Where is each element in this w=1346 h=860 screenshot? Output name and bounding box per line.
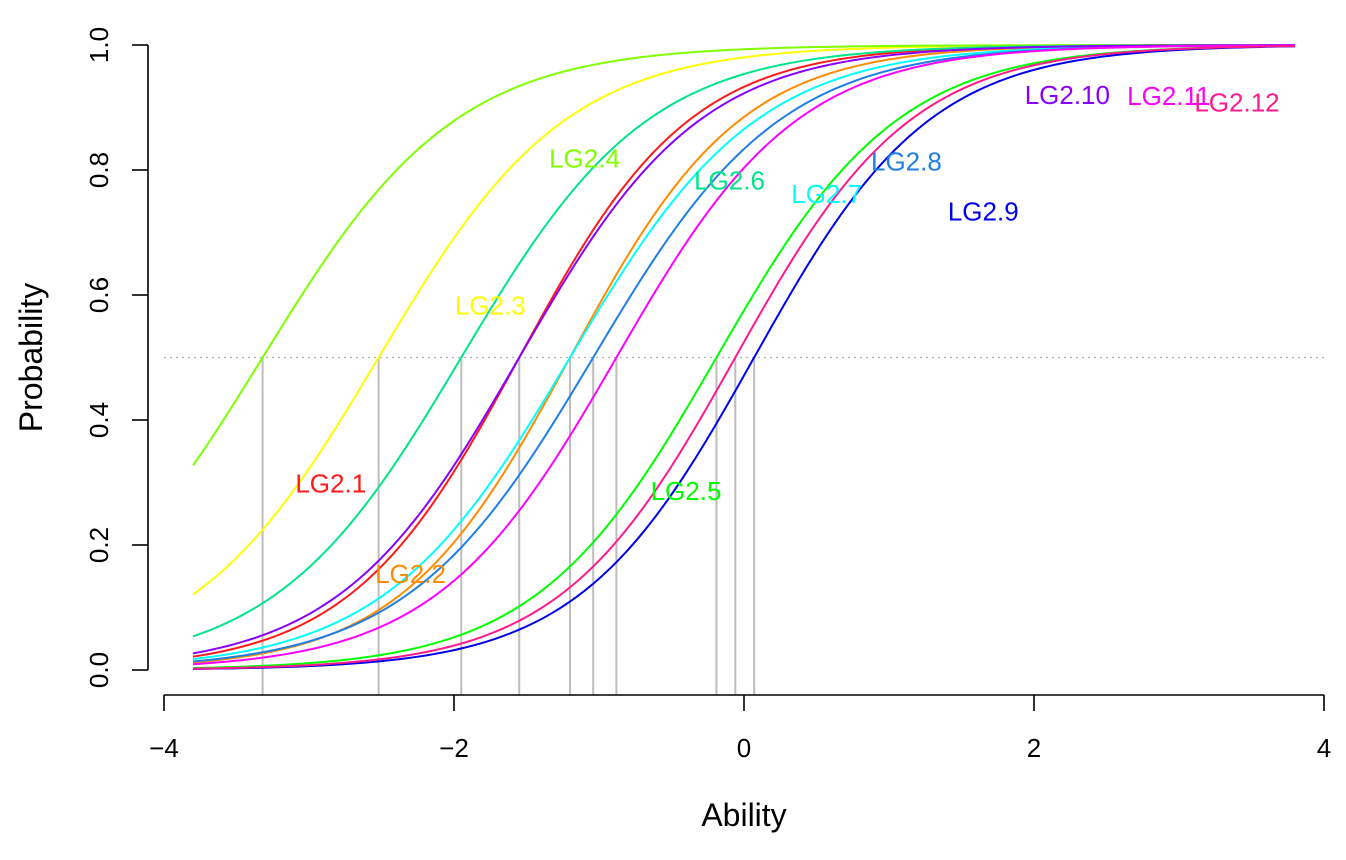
x-tick-label: −2: [439, 733, 469, 763]
label-lg2-12: LG2.12: [1194, 87, 1279, 117]
label-lg2-4: LG2.4: [549, 144, 620, 174]
y-tick-label: 0.8: [84, 152, 114, 188]
x-tick-label: −4: [149, 733, 179, 763]
y-tick-label: 0.2: [84, 527, 114, 563]
label-lg2-11: LG2.11: [1127, 81, 1210, 111]
curve-lg2-8: [192, 44, 1296, 663]
axes: −4 −2 0 2 4 0.0 0.2 0.4 0.6 0.8 1.0: [84, 27, 1331, 763]
x-tick-label: 2: [1027, 733, 1041, 763]
curve-lg2-7: [192, 44, 1296, 661]
curve-lg2-9: [192, 45, 1296, 670]
threshold-lines: [261, 357, 756, 695]
curve-lg2-12: [192, 45, 1296, 670]
label-lg2-3: LG2.3: [455, 290, 526, 320]
label-lg2-6: LG2.6: [694, 165, 765, 195]
y-tick-label: 0.6: [84, 277, 114, 313]
item-labels: LG2.1 LG2.2 LG2.3 LG2.4 LG2.5 LG2.6 LG2.7 LG2.8…: [295, 80, 1279, 589]
x-tick-label: 4: [1317, 733, 1331, 763]
y-tick-label: 0.4: [84, 402, 114, 438]
item-curves: [192, 44, 1296, 670]
curve-lg2-5: [192, 45, 1296, 670]
label-lg2-5: LG2.5: [651, 476, 722, 506]
x-tick-label: 0: [737, 733, 751, 763]
curve-lg2-11: [192, 44, 1296, 666]
curve-lg2-2: [192, 44, 1296, 664]
label-lg2-1: LG2.1: [295, 469, 366, 499]
label-lg2-2: LG2.2: [375, 559, 446, 589]
x-axis-title: Ability: [701, 797, 786, 833]
curve-lg2-3: [192, 44, 1296, 596]
y-axis-title: Probability: [13, 283, 49, 432]
curve-lg2-1: [192, 44, 1296, 658]
label-lg2-8: LG2.8: [871, 147, 942, 177]
label-lg2-7: LG2.7: [791, 179, 862, 209]
curve-lg2-10: [192, 44, 1296, 655]
y-tick-label: 0.0: [84, 652, 114, 688]
y-tick-label: 1.0: [84, 27, 114, 63]
label-lg2-10: LG2.10: [1025, 80, 1110, 110]
label-lg2-9: LG2.9: [948, 197, 1019, 227]
